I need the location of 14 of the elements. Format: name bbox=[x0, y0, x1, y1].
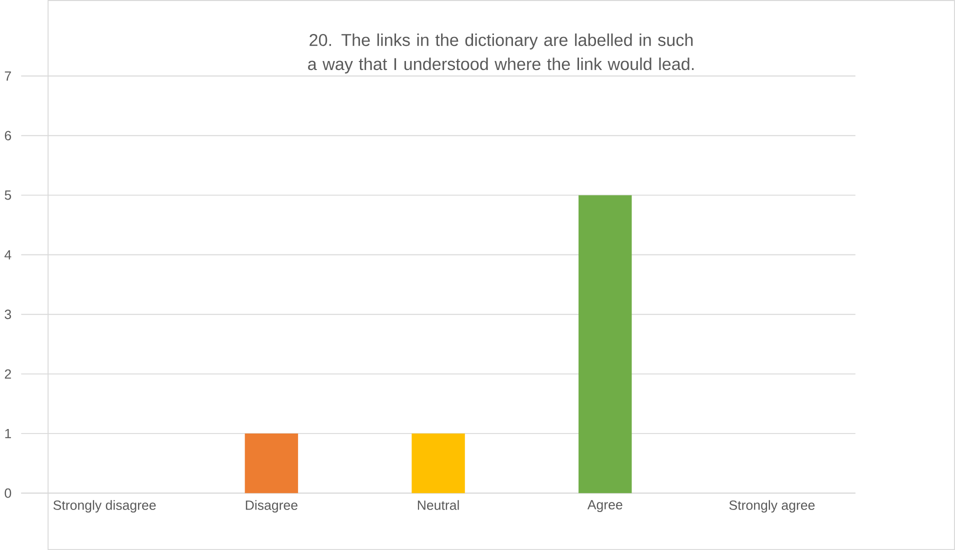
y-tick-label: 0 bbox=[4, 488, 12, 498]
chart-title: 20. The links in the dictionary are labelled in such a way that I understood where the link would lead. bbox=[308, 33, 694, 74]
y-tick-label: 5 bbox=[4, 190, 12, 200]
y-tick-label: 7 bbox=[4, 71, 11, 81]
y-tick-label: 6 bbox=[4, 130, 12, 140]
x-tick-label: Neutral bbox=[418, 500, 459, 510]
x-tick-label: Strongly agree bbox=[729, 500, 815, 512]
y-tick-label: 4 bbox=[4, 250, 12, 260]
x-tick-label: Strongly disagree bbox=[53, 500, 156, 512]
x-tick-label: Disagree bbox=[246, 500, 298, 512]
y-tick-label: 2 bbox=[4, 369, 11, 379]
y-tick-label: 1 bbox=[5, 428, 11, 438]
y-tick-label: 3 bbox=[4, 310, 12, 320]
x-tick-label: Agree bbox=[587, 500, 622, 512]
